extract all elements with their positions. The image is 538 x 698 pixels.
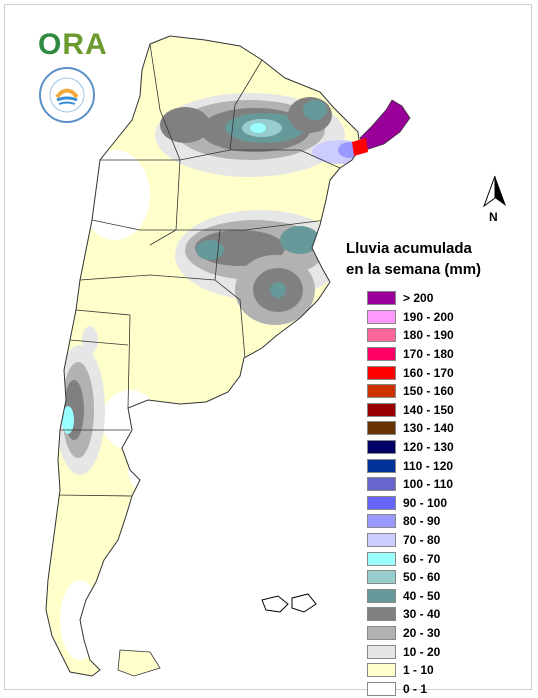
legend-label: 10 - 20	[403, 644, 441, 659]
legend-swatch	[367, 328, 396, 343]
legend-row: 150 - 160	[367, 382, 454, 401]
legend-label: 20 - 30	[403, 625, 441, 640]
legend-swatch	[367, 681, 396, 696]
legend-swatch	[367, 402, 396, 417]
legend-label: 1 - 10	[403, 663, 434, 678]
misiones-region	[359, 99, 411, 151]
legend-label: > 200	[403, 291, 434, 306]
legend-label: 190 - 200	[403, 309, 454, 324]
legend-row: 20 - 30	[367, 624, 454, 643]
legend-swatch	[367, 365, 396, 380]
legend-label: 0 - 1	[403, 681, 428, 696]
legend-label: 130 - 140	[403, 421, 454, 436]
legend-row: 160 - 170	[367, 363, 454, 382]
legend-swatch	[367, 570, 396, 585]
legend-title-line-2: en la semana (mm)	[346, 261, 482, 278]
legend-row: 40 - 50	[367, 587, 454, 606]
legend-swatch	[367, 458, 396, 473]
legend-title-line-1: Lluvia acumulada	[346, 240, 472, 257]
legend-label: 140 - 150	[403, 402, 454, 417]
legend-row: 110 - 120	[367, 456, 454, 475]
legend-row: 1 - 10	[367, 661, 454, 680]
ora-logo: ORA	[38, 28, 108, 61]
legend-row: 130 - 140	[367, 419, 454, 438]
legend-row: 10 - 20	[367, 642, 454, 661]
legend-label: 50 - 60	[403, 570, 441, 585]
legend-label: 30 - 40	[403, 607, 441, 622]
legend-row: 190 - 200	[367, 308, 454, 327]
legend-label: 100 - 110	[403, 477, 454, 492]
legend-label: 40 - 50	[403, 588, 441, 603]
meteorological-service-seal-icon	[39, 67, 95, 123]
legend-swatch	[367, 514, 396, 529]
rainfall-legend: > 200 190 - 200 180 - 190 170 - 180 160 - 17…	[367, 289, 454, 698]
legend-swatch	[367, 551, 396, 566]
legend-swatch	[367, 347, 396, 362]
legend-swatch	[367, 421, 396, 436]
legend-row: 140 - 150	[367, 401, 454, 420]
tierra-del-fuego	[117, 649, 161, 677]
legend-swatch	[367, 309, 396, 324]
legend-row: 80 - 90	[367, 512, 454, 531]
legend-label: 90 - 100	[403, 495, 448, 510]
legend-row: 70 - 80	[367, 531, 454, 550]
north-arrow-icon	[482, 175, 506, 208]
legend-swatch	[367, 384, 396, 399]
malvinas-islands	[261, 593, 317, 613]
legend-row: 120 - 130	[367, 438, 454, 457]
legend-row: 50 - 60	[367, 568, 454, 587]
legend-swatch	[367, 477, 396, 492]
legend-swatch	[367, 291, 396, 306]
legend-swatch	[367, 588, 396, 603]
legend-swatch	[367, 663, 396, 678]
legend-title: Lluvia acumulada en la semana (mm)	[346, 238, 526, 280]
legend-swatch	[367, 644, 396, 659]
north-label: N	[489, 210, 498, 224]
legend-row: > 200	[367, 289, 454, 308]
legend-swatch	[367, 607, 396, 622]
legend-label: 150 - 160	[403, 384, 454, 399]
legend-label: 80 - 90	[403, 514, 441, 529]
legend-row: 60 - 70	[367, 549, 454, 568]
legend-row: 90 - 100	[367, 494, 454, 513]
legend-swatch	[367, 625, 396, 640]
legend-row: 0 - 1	[367, 679, 454, 698]
legend-row: 100 - 110	[367, 475, 454, 494]
legend-row: 180 - 190	[367, 326, 454, 345]
map-frame	[4, 4, 532, 690]
legend-label: 170 - 180	[403, 347, 454, 362]
legend-swatch	[367, 495, 396, 510]
legend-row: 30 - 40	[367, 605, 454, 624]
legend-label: 60 - 70	[403, 551, 441, 566]
legend-label: 180 - 190	[403, 328, 454, 343]
legend-label: 110 - 120	[403, 458, 454, 473]
legend-swatch	[367, 440, 396, 455]
legend-label: 160 - 170	[403, 365, 454, 380]
legend-label: 120 - 130	[403, 440, 454, 455]
legend-label: 70 - 80	[403, 533, 441, 548]
legend-row: 170 - 180	[367, 345, 454, 364]
legend-swatch	[367, 533, 396, 548]
